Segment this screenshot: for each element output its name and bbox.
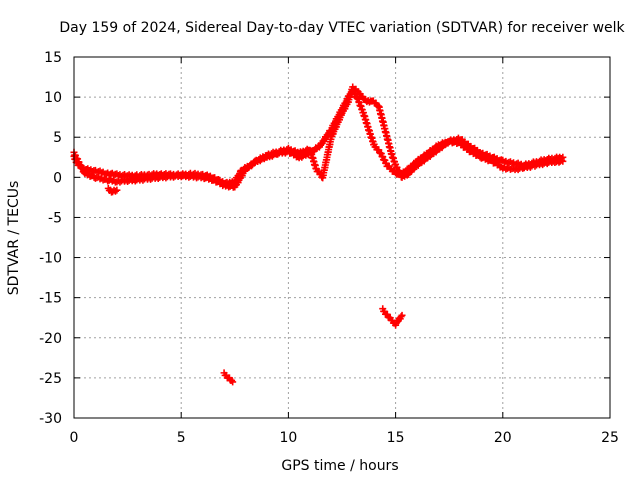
- x-tick-label: 25: [601, 430, 619, 446]
- axis-ticks: 0 5 10 15 20 25 15 10 5 0 -5 -10 -15 -20 -25 -30: [39, 50, 619, 446]
- y-tick-label: -10: [39, 251, 62, 267]
- x-tick-label: 0: [70, 430, 79, 446]
- y-axis-label: SDTVAR / TECUs: [6, 181, 22, 296]
- data-point-marker: [397, 313, 405, 321]
- x-tick-label: 10: [279, 430, 297, 446]
- x-axis-label: GPS time / hours: [281, 458, 398, 474]
- x-tick-label: 20: [494, 430, 512, 446]
- y-tick-label: -5: [48, 210, 62, 226]
- plot-frame: [73, 56, 611, 419]
- data-point-marker: [113, 186, 121, 194]
- data-points: [70, 83, 567, 386]
- chart-title: Day 159 of 2024, Sidereal Day-to-day VTE…: [59, 20, 625, 36]
- x-tick-label: 5: [177, 430, 186, 446]
- data-point-marker: [229, 378, 237, 386]
- grid-lines: [74, 57, 610, 418]
- data-point-marker: [398, 311, 406, 319]
- y-tick-label: -20: [39, 331, 62, 347]
- data-point-marker: [559, 153, 567, 161]
- y-tick-label: -15: [39, 291, 62, 307]
- y-tick-label: 0: [53, 170, 62, 186]
- y-tick-label: -25: [39, 371, 62, 387]
- y-tick-label: 5: [53, 130, 62, 146]
- y-tick-label: 15: [44, 50, 62, 66]
- data-point-marker: [228, 376, 236, 384]
- x-tick-label: 15: [387, 430, 405, 446]
- y-tick-label: 10: [44, 90, 62, 106]
- y-tick-label: -30: [39, 411, 62, 427]
- data-point-marker: [111, 187, 119, 195]
